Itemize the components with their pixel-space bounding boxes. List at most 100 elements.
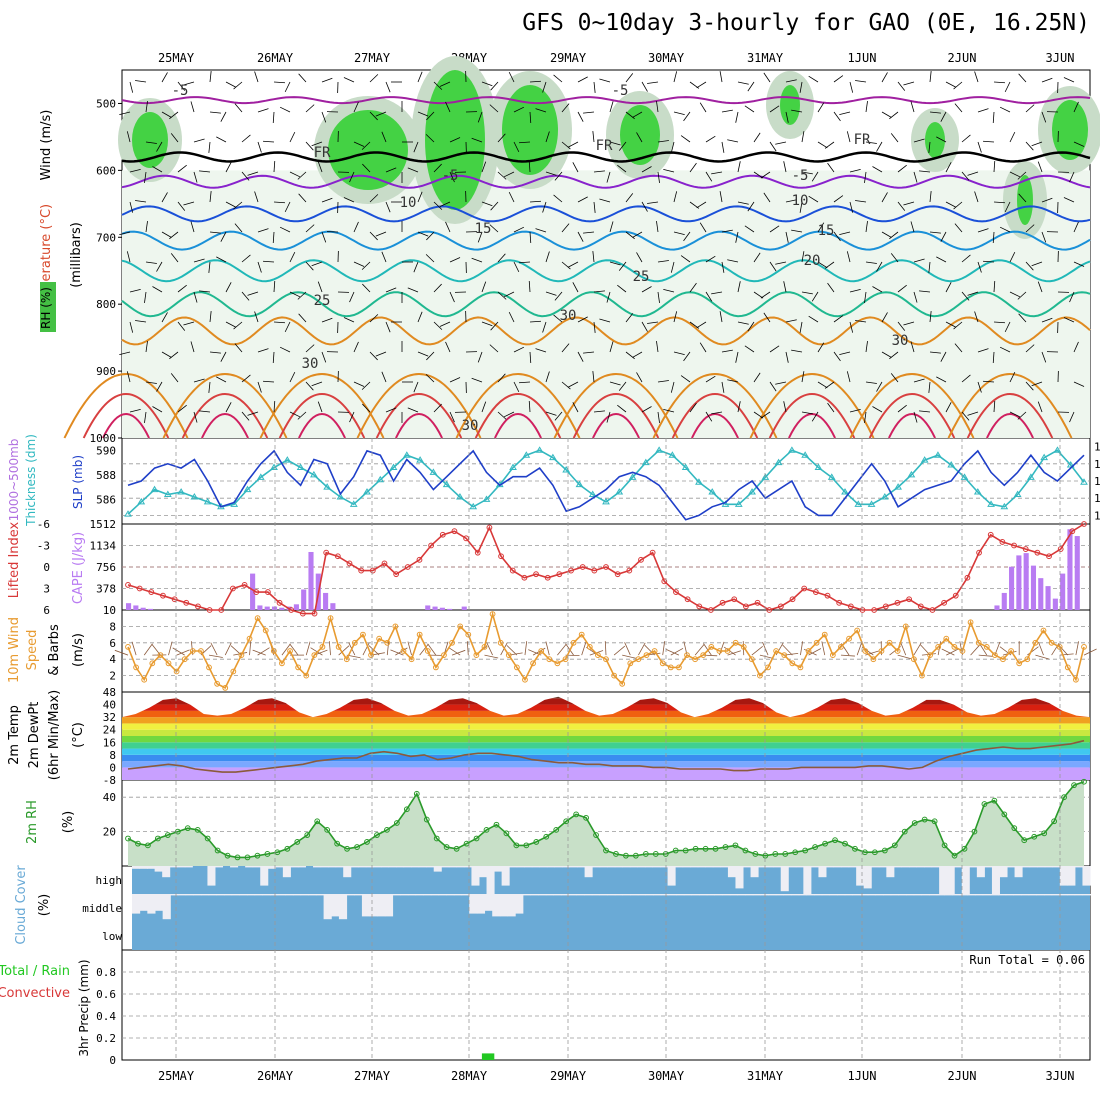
y-tick-label: 756 [96,561,116,574]
wind-barb [1009,411,1021,418]
lifted-index-point [1022,546,1029,552]
cape-bar [994,605,1000,610]
cloud-gap [223,894,233,896]
rh-shading [620,105,660,165]
wind-barb [673,71,678,83]
wind-barb [974,311,979,323]
wind-barb [208,261,211,273]
isotherm [121,316,1091,346]
wind-barb [946,648,959,656]
wind-barb [719,191,723,203]
wind-barb [581,641,587,656]
wind-barb [785,319,797,323]
wind-barb [705,375,716,383]
wind-barb [385,81,391,93]
lifted-index-point [743,603,749,610]
wind-barb [561,103,570,113]
wind-barb [257,261,262,273]
wind-barb [209,351,221,354]
cape-bar [133,605,139,610]
rh-point [284,845,291,852]
thickness-point [854,500,863,507]
wind-speed-point [870,656,877,663]
lifted-index-point [381,560,388,567]
rh-point [742,847,749,854]
wind-speed-point [805,648,812,654]
wind-speed-point [910,656,917,663]
wind-speed-point [335,644,342,650]
thickness-point [721,500,730,507]
wind-barb [913,138,925,143]
cloud-gap [252,866,261,868]
wind-barb [625,231,635,240]
wind-barb [753,252,761,263]
wind-barb [785,111,789,123]
thickness-point [429,468,438,475]
wind-barb [385,167,397,173]
rh-point [483,826,490,833]
wind-barb [234,103,243,113]
wind-barb [599,198,611,203]
wind-barb [872,166,883,173]
wind-barb [321,197,333,203]
rh-point [125,835,131,842]
rh-point [473,835,480,842]
wind-barb [993,321,1006,324]
wind-barb [190,641,194,656]
wind-barb [135,80,147,83]
wind-barb [247,291,259,296]
wind-barb [1083,648,1097,656]
wind-barb [961,254,971,263]
cloud-gap [629,866,638,868]
wind-barb [593,410,605,413]
rh-point [443,844,450,850]
thickness-point [376,475,385,483]
wind-barb [849,168,861,173]
wind-speed-point [562,656,569,663]
wind-barb [481,81,493,87]
lifted-index-point [568,567,574,574]
wind-barb [817,102,825,113]
thickness-point [588,490,597,498]
wind-barb [497,373,506,383]
wind-barb [518,261,531,264]
cloud-gap [499,894,509,917]
wind-barb [289,411,301,418]
wind-barb [890,253,899,263]
wind-barb [872,286,883,293]
cloud-gap [400,894,409,896]
wind-speed-point [546,656,553,663]
cloud-gap [844,894,853,896]
wind-barb [817,141,828,149]
wind-barb [425,134,435,143]
rh-point [931,818,938,825]
y-tick-label: 40 [103,791,116,804]
y-tick-label: 0.4 [96,1010,116,1023]
cloud-gap [722,894,731,896]
lifted-index-point [626,567,633,574]
wind-barb [936,376,947,383]
cloud-gap [403,866,412,868]
wind-barb [699,222,707,233]
lifted-index-point [731,596,738,603]
cloud-gap [954,866,963,868]
wind-barb [497,291,507,300]
wind-speed-point [1048,639,1055,646]
wind-barb [849,408,861,413]
wind-barb [524,641,528,656]
cloud-gap [476,894,486,914]
thickness-point [668,451,677,458]
y-tick-label: low [102,930,122,943]
cloud-gap [998,894,1007,896]
wind-speed-point [935,644,942,650]
wind-barb [961,374,971,383]
rh-point [254,852,261,859]
cloud-gap [392,894,401,896]
wind-barb [840,654,855,657]
wind-barb [298,193,307,203]
wind-speed-point [765,664,771,671]
panel-axis-label: (°C) [71,722,86,748]
wind-barb [305,224,315,233]
wind-barb [865,261,877,264]
lifted-index-point [171,596,178,603]
